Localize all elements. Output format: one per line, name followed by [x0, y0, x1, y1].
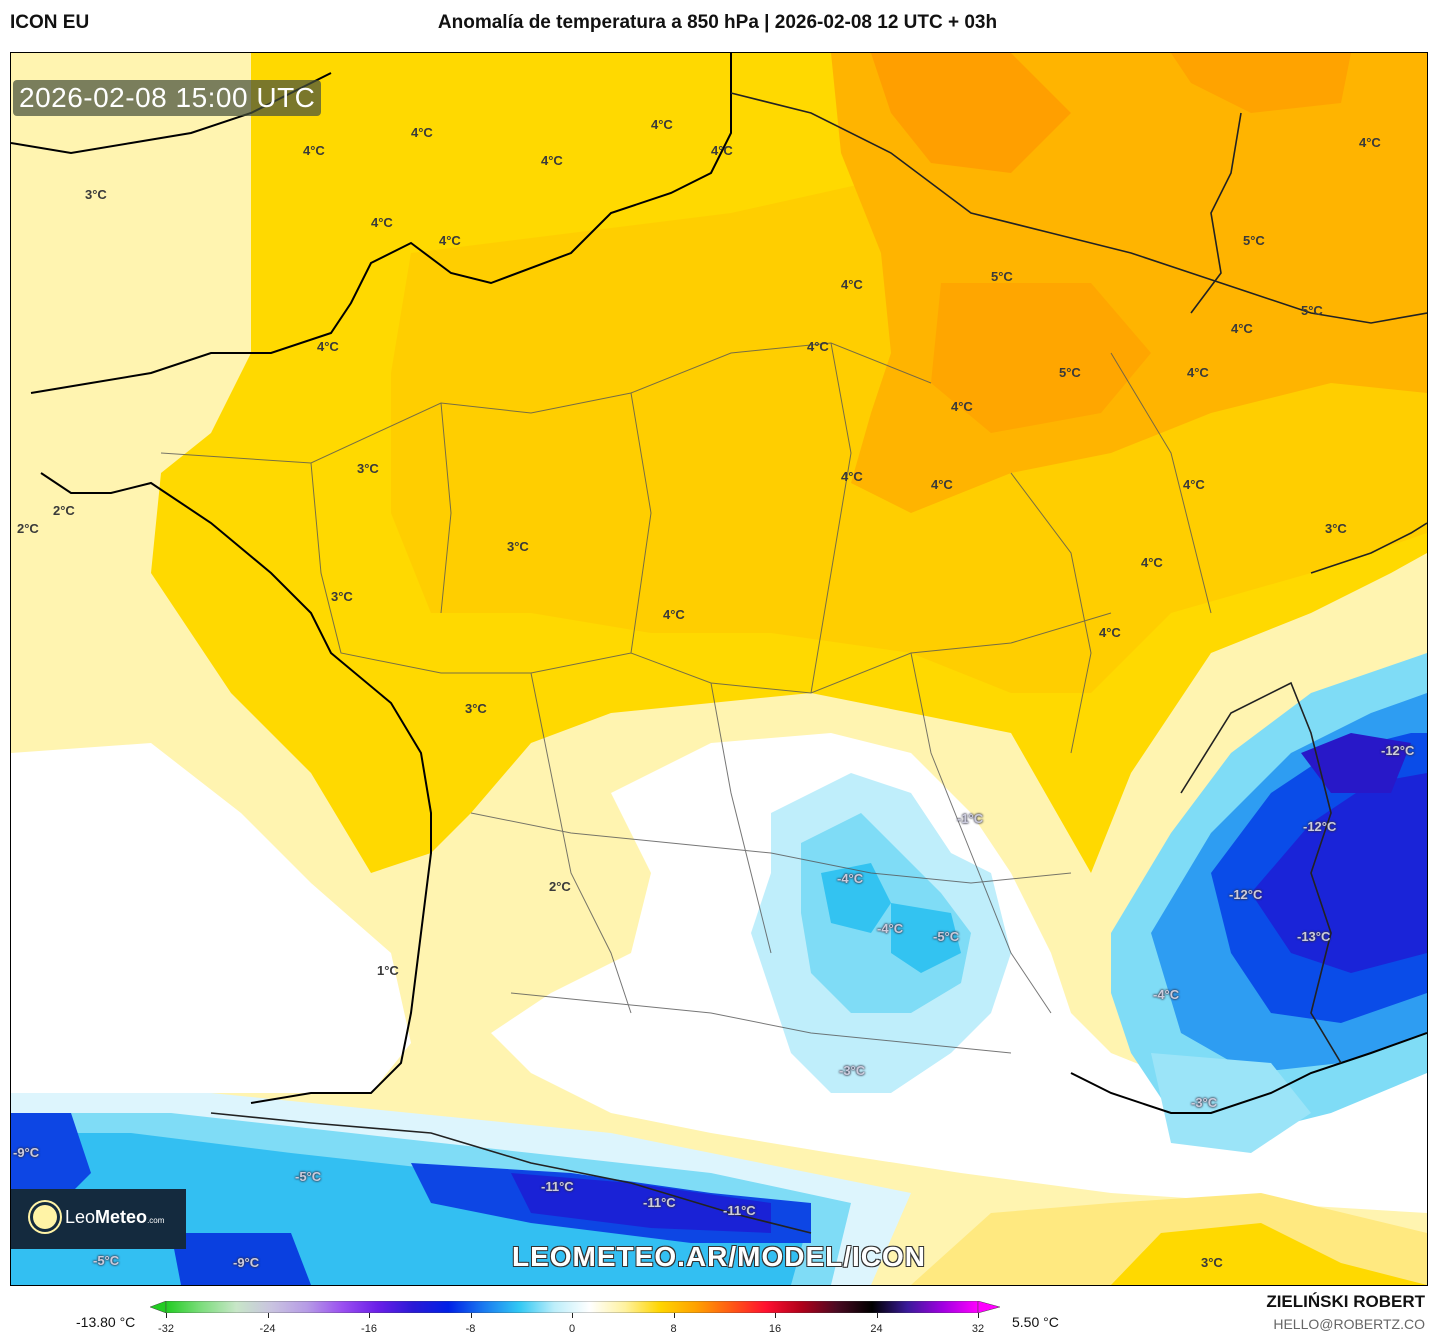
colorbar-tick-label: -16 — [361, 1323, 377, 1335]
contour-label: 4°C — [1231, 321, 1253, 336]
valid-time-badge: 2026-02-08 15:00 UTC — [13, 80, 322, 116]
contour-label: 3°C — [1325, 521, 1347, 536]
colorbar-tick-label: -8 — [465, 1323, 476, 1335]
contour-label: 5°C — [1243, 233, 1265, 248]
colorbar-tick-label: 24 — [870, 1323, 883, 1335]
contour-label: -3°C — [1191, 1095, 1218, 1110]
author-name: ZIELIŃSKI ROBERT — [1266, 1292, 1425, 1311]
contour-label: 5°C — [1059, 365, 1081, 380]
temperature-anomaly-map: 4°C 4°C 4°C 4°C 4°C 3°C 4°C 4°C 4°C 4°C 5°C 5°C 4°C 5… — [10, 52, 1428, 1286]
logo-text: LeoMeteo.com — [65, 1207, 165, 1227]
contour-label: 2°C — [17, 521, 39, 536]
colorbar-tick — [978, 1313, 979, 1318]
contour-label: 3°C — [465, 701, 487, 716]
contour-label: -5°C — [933, 929, 960, 944]
colorbar-tick — [470, 1313, 472, 1318]
contour-label: -12°C — [1229, 887, 1263, 902]
contour-label: -5°C — [295, 1169, 322, 1184]
map-field — [11, 53, 1427, 1285]
contour-label: -3°C — [839, 1063, 866, 1078]
contour-label: 4°C — [1359, 135, 1381, 150]
contour-label: 3°C — [331, 589, 353, 604]
contour-label: 2°C — [549, 879, 571, 894]
contour-label: 4°C — [303, 143, 325, 158]
chart-title: Anomalía de temperatura a 850 hPa | 2026… — [437, 12, 998, 33]
colorbar-tick — [673, 1313, 675, 1318]
contour-label: 4°C — [371, 215, 393, 230]
contour-label: -12°C — [1303, 819, 1337, 834]
colorbar-tick — [369, 1313, 370, 1318]
contour-label: 4°C — [1099, 625, 1121, 640]
colorbar-tick-label: 16 — [768, 1323, 782, 1335]
contour-label: 4°C — [1183, 477, 1205, 492]
contour-label: -11°C — [541, 1179, 574, 1194]
colorbar-min-label: -13.80 °C — [76, 1314, 136, 1330]
contour-label: 4°C — [807, 339, 829, 354]
colorbar-tick — [267, 1313, 269, 1318]
contour-label: -4°C — [837, 871, 864, 886]
colorbar-tick-label: 0 — [568, 1323, 576, 1335]
contour-label: -4°C — [1153, 987, 1180, 1002]
contour-label: 4°C — [317, 339, 339, 354]
contour-label: 5°C — [991, 269, 1013, 284]
contour-label: -1°C — [957, 811, 984, 826]
contour-label: 1°C — [377, 963, 399, 978]
contour-label: -5°C — [93, 1253, 120, 1268]
contour-label: -9°C — [233, 1255, 260, 1270]
contour-label: 4°C — [541, 153, 563, 168]
author-email[interactable]: HELLO@ROBERTZ.CO — [1273, 1316, 1425, 1332]
contour-label: 3°C — [357, 461, 379, 476]
contour-label: -9°C — [13, 1145, 40, 1160]
contour-label: 3°C — [85, 187, 107, 202]
contour-label: 4°C — [439, 233, 461, 248]
sun-icon — [33, 1205, 57, 1229]
contour-label: 4°C — [711, 143, 733, 158]
colorbar-tick-label: -24 — [259, 1323, 276, 1335]
contour-label: 4°C — [1187, 365, 1209, 380]
contour-label: -13°C — [1297, 929, 1331, 944]
contour-label: -11°C — [643, 1195, 676, 1210]
contour-label: 4°C — [411, 125, 433, 140]
contour-label: -11°C — [723, 1203, 756, 1218]
colorbar — [150, 1301, 1000, 1313]
contour-label: 4°C — [1141, 555, 1163, 570]
contour-label: -4°C — [877, 921, 904, 936]
contour-label: 4°C — [841, 277, 863, 292]
colorbar-tick-label: 32 — [971, 1323, 985, 1335]
colorbar-tick-label: 8 — [670, 1323, 677, 1335]
colorbar-max-label: 5.50 °C — [1012, 1314, 1059, 1330]
contour-label: 4°C — [951, 399, 973, 414]
leometeo-logo[interactable]: LeoMeteo.com — [11, 1189, 186, 1249]
colorbar-tick-label: -32 — [158, 1323, 174, 1335]
colorbar-tick — [775, 1313, 776, 1318]
contour-label: 5°C — [1301, 303, 1323, 318]
contour-label: 4°C — [663, 607, 685, 622]
colorbar-tick — [166, 1313, 167, 1318]
contour-label: 4°C — [651, 117, 673, 132]
colorbar-tick — [572, 1313, 573, 1318]
watermark-url: LEOMETEO.AR/MODEL/ICON — [512, 1241, 926, 1272]
contour-label: 4°C — [931, 477, 953, 492]
contour-label: 3°C — [1201, 1255, 1223, 1270]
contour-label: -12°C — [1381, 743, 1415, 758]
contour-label: 2°C — [53, 503, 75, 518]
colorbar-tick — [876, 1313, 878, 1318]
model-name: ICON EU — [10, 12, 90, 33]
contour-label: 4°C — [841, 469, 863, 484]
contour-label: 3°C — [507, 539, 529, 554]
